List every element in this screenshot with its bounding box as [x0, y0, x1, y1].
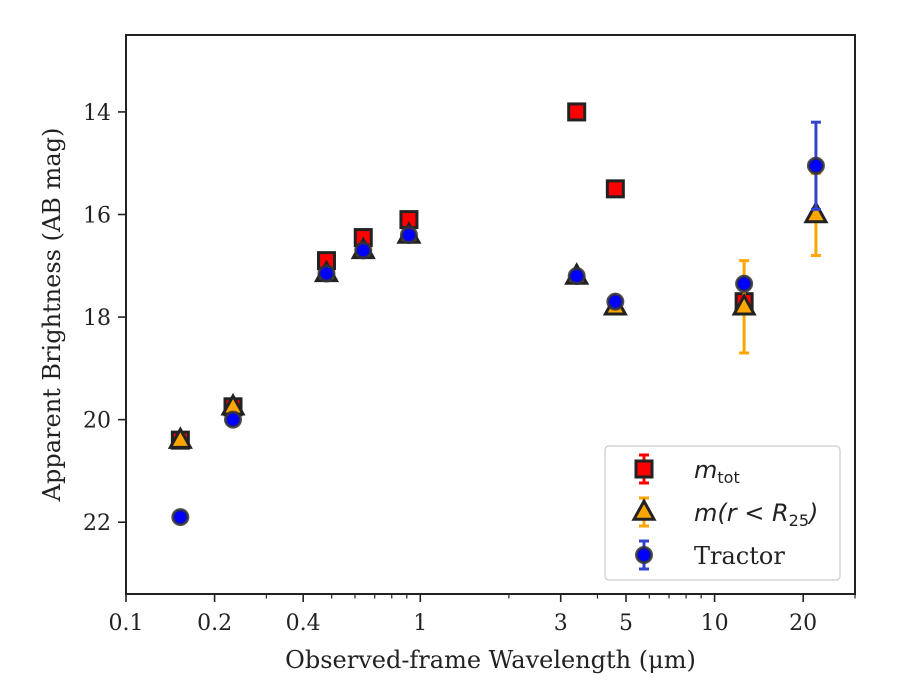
legend-marker-circle — [635, 546, 653, 564]
x-tick-label: 0.1 — [109, 611, 144, 636]
series-2 — [171, 120, 825, 527]
data-point-square — [605, 179, 625, 199]
data-point-triangle — [731, 292, 757, 316]
data-point-circle — [606, 292, 625, 311]
y-tick-label: 16 — [83, 203, 111, 228]
data-point-circle — [399, 226, 418, 245]
axis-ticks: 0.1 0.2 0.4 1 3 5 10 20 14 16 18 20 22 — [83, 101, 856, 636]
x-tick-label: 5 — [619, 611, 633, 636]
x-axis-label: Observed-frame Wavelength (μm) — [285, 646, 696, 674]
x-tick-label: 0.2 — [197, 611, 232, 636]
y-tick-label: 22 — [83, 511, 111, 536]
x-tick-label: 1 — [413, 611, 427, 636]
data-point-square — [567, 102, 587, 122]
legend-label: m(r < R25) — [694, 499, 818, 530]
data-point-circle — [317, 264, 336, 283]
legend-box — [604, 445, 841, 581]
legend-label: mtot — [694, 456, 740, 487]
y-axis-label: Apparent Brightness (AB mag) — [38, 128, 66, 503]
x-tick-label: 10 — [701, 611, 729, 636]
data-point-circle — [171, 508, 190, 527]
y-tick-label: 18 — [83, 306, 111, 331]
legend-entry: m(r < R25) — [631, 496, 818, 530]
x-tick-label: 20 — [789, 611, 817, 636]
legend-marker-square — [634, 459, 654, 479]
chart-marks — [167, 102, 829, 527]
legend-marker-triangle — [631, 498, 657, 521]
x-tick-label: 3 — [554, 611, 568, 636]
data-point-circle — [224, 410, 243, 429]
data-point-circle — [806, 156, 825, 175]
y-tick-label: 14 — [83, 101, 111, 126]
data-point-circle — [354, 241, 373, 260]
legend-entry: mtot — [634, 453, 740, 487]
data-point-triangle — [803, 200, 829, 224]
data-point-circle — [567, 267, 586, 286]
legend-label: Tractor — [694, 542, 785, 570]
x-tick-label: 0.4 — [286, 611, 321, 636]
data-point-triangle — [167, 426, 193, 449]
y-tick-label: 20 — [83, 409, 111, 434]
legend-entry: Tractor — [635, 539, 785, 571]
legend: mtot m(r < R25) Tractor — [604, 445, 841, 581]
data-point-circle — [735, 274, 754, 293]
